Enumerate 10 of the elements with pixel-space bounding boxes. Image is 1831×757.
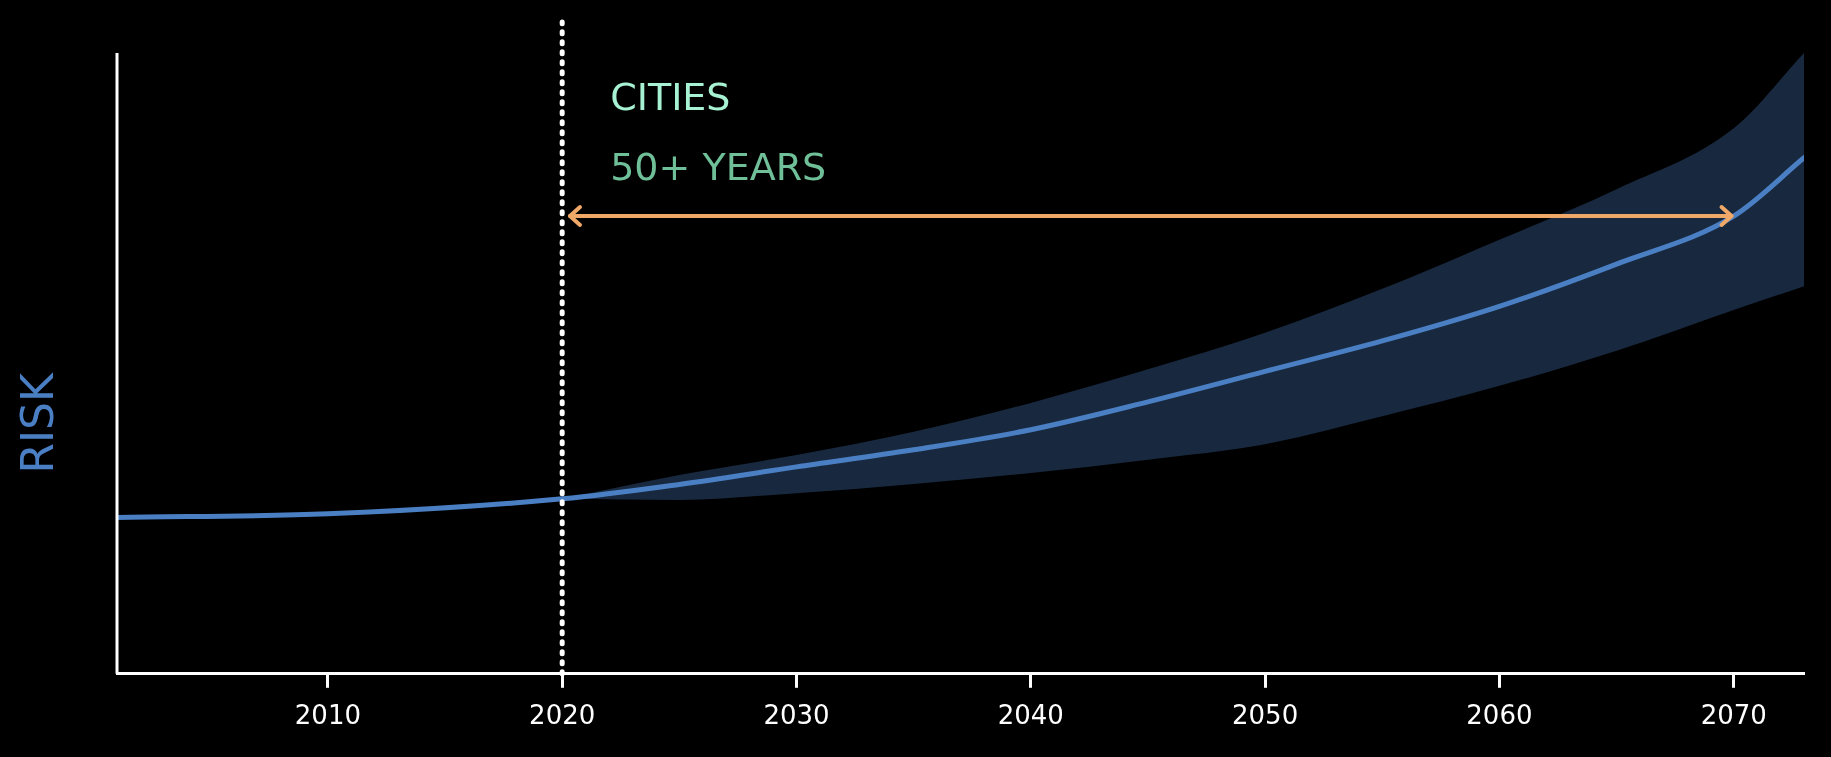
x-tick-label: 2020 (529, 700, 596, 731)
x-tick-label: 2030 (763, 700, 830, 731)
x-tick-label: 2040 (997, 700, 1064, 731)
x-tick-label: 2070 (1700, 700, 1767, 731)
x-tick-label: 2060 (1466, 700, 1533, 731)
y-axis-title: RISK (12, 372, 64, 474)
annotation: 50+ YEARS (610, 144, 827, 189)
x-tick-label: 2050 (1232, 700, 1299, 731)
text: CITIES (610, 74, 731, 119)
x-tick-label: 2010 (294, 700, 361, 731)
